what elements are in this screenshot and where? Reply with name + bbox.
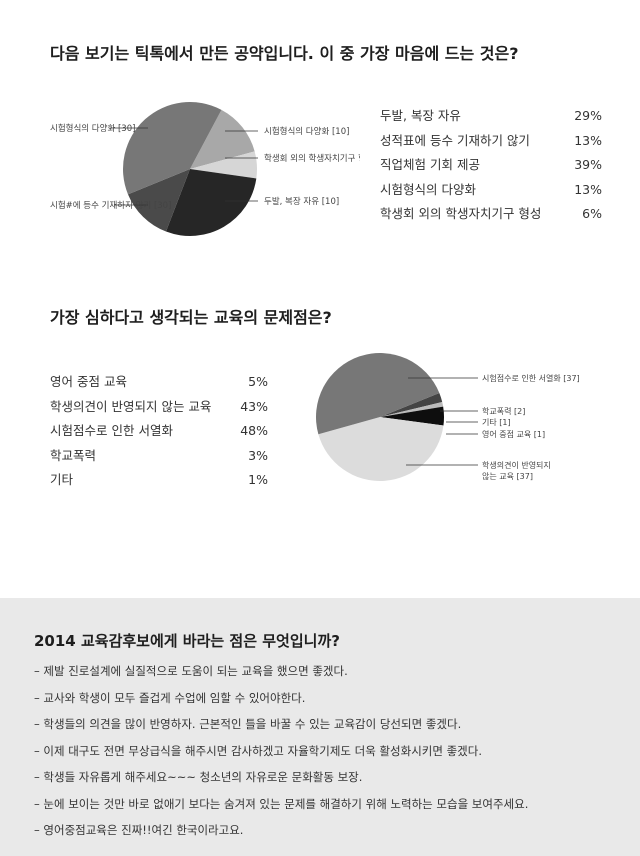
row-label: 영어 중점 교육 [50, 374, 127, 389]
list-item: – 영어중점교육은 진짜!!여긴 한국이라고요. [34, 823, 244, 837]
pie2-label-5: 않는 교육 [37] [482, 472, 533, 481]
row-label: 학생의견이 반영되지 않는 교육 [50, 398, 212, 414]
pie2-label-2: 기타 [1] [482, 418, 511, 427]
pie-chart-1: 시험형식의 다양화 [30] 시험형식의 다양화 [10] 학생회 외의 학생자… [50, 102, 360, 236]
pie2-slice-2 [380, 406, 444, 426]
row-label: 직업체험 기회 제공 [380, 157, 480, 173]
row-pct: 29% [574, 108, 602, 123]
table-row: 기타 1% [50, 468, 268, 493]
question2-title: 가장 심하다고 생각되는 교육의 문제점은? [50, 308, 332, 327]
wishes-list: – 제발 진로설계에 실질적으로 도움이 되는 교육을 했으면 좋겠다. – 교… [34, 658, 528, 844]
pie2-slice-1 [380, 402, 444, 417]
pie1-label-1: 시험형식의 다양화 [10] [264, 126, 349, 137]
question3-title: 2014 교육감후보에게 바라는 점은 무엇입니까? [34, 632, 340, 650]
pie2-label-0: 시험점수로 인한 서열화 [37] [482, 373, 580, 383]
pie2-label-1: 학교폭력 [2] [482, 406, 525, 416]
pie1-label-0: 시험형식의 다양화 [30] [50, 123, 135, 134]
pie-chart-2: 시험점수로 인한 서열화 [37] 학교폭력 [2] 기타 [1] 영어 중점 … [316, 352, 580, 481]
pie1-label-2: 학생회 외의 학생자치기구 형성 [10] [264, 153, 360, 164]
row-pct: 39% [574, 157, 602, 173]
row-label: 두발, 복장 자유 [380, 108, 461, 123]
table-row: 학생의견이 반영되지 않는 교육 43% [50, 395, 268, 420]
pie1-slice-2 [166, 169, 257, 236]
row-label: 시험형식의 다양화 [380, 181, 476, 197]
wishes-panel: 2014 교육감후보에게 바라는 점은 무엇입니까? – 제발 진로설계에 실질… [0, 598, 640, 856]
table-row: 영어 중점 교육 5% [50, 370, 268, 395]
table-row: 두발, 복장 자유 29% [380, 104, 602, 129]
question1-table: 두발, 복장 자유 29% 성적표에 등수 기재하기 않기 13% 직업체험 기회 … [380, 104, 602, 227]
row-pct: 5% [248, 374, 268, 389]
pie1-label-4: 시험#에 등수 기재하지 않기 [30] [50, 200, 171, 211]
pie1-label-3: 두발, 복장 자유 [10] [264, 196, 339, 207]
row-pct: 13% [574, 181, 602, 197]
pie2-label-4: 학생의견이 반영되지 [482, 460, 551, 470]
pie2-slice-4 [316, 352, 440, 435]
pie1-slice-0 [190, 109, 255, 169]
list-item: – 학생들 자유롭게 해주세요~~~ 청소년의 자유로운 문화활동 보장. [34, 770, 363, 784]
row-pct: 13% [574, 132, 602, 148]
list-item: – 교사와 학생이 모두 즐겁게 수업에 임할 수 있어야한다. [34, 690, 306, 705]
question1-title: 다음 보기는 틱톡에서 만든 공약입니다. 이 중 가장 마음에 드는 것은? [50, 44, 519, 63]
row-label: 기타 [50, 472, 74, 488]
table-row: 시험형식의 다양화 13% [380, 178, 602, 203]
table-row: 직업체험 기회 제공 39% [380, 153, 602, 178]
pie2-label-3: 영어 중점 교육 [1] [482, 429, 545, 439]
row-label: 성적표에 등수 기재하기 않기 [380, 132, 530, 148]
row-label: 학교폭력 [50, 447, 97, 463]
table-row: 시험점수로 인한 서열화 48% [50, 419, 268, 444]
pie1-slice-4 [123, 102, 222, 195]
row-pct: 48% [240, 423, 268, 439]
row-pct: 1% [248, 472, 268, 488]
list-item: – 이제 대구도 전면 무상급식을 해주시면 감사하겠고 자율학기제도 더욱 활… [34, 743, 482, 758]
row-pct: 3% [248, 447, 268, 463]
row-label: 시험점수로 인한 서열화 [50, 423, 173, 439]
row-label: 학생회 외의 학생자치기구 형성 [380, 206, 542, 222]
row-pct: 43% [240, 398, 268, 414]
question2-table: 영어 중점 교육 5% 학생의견이 반영되지 않는 교육 43% 시험점수로 인한 … [50, 370, 268, 493]
table-row: 학생회 외의 학생자치기구 형성 6% [380, 202, 602, 227]
list-item: – 눈에 보이는 것만 바로 없애기 보다는 숨겨져 있는 문제를 해결하기 위… [34, 796, 529, 811]
row-pct: 6% [582, 206, 602, 222]
pie2-slice-0 [380, 393, 443, 417]
table-row: 학교폭력 3% [50, 444, 268, 469]
list-item: – 제발 진로설계에 실질적으로 도움이 되는 교육을 했으면 좋겠다. [34, 664, 348, 678]
list-item: – 학생들의 의견을 많이 반영하자. 근본적인 틀을 바꿀 수 있는 교육감이… [34, 717, 462, 731]
table-row: 성적표에 등수 기재하기 않기 13% [380, 129, 602, 154]
pie1-slice-3 [127, 169, 190, 232]
